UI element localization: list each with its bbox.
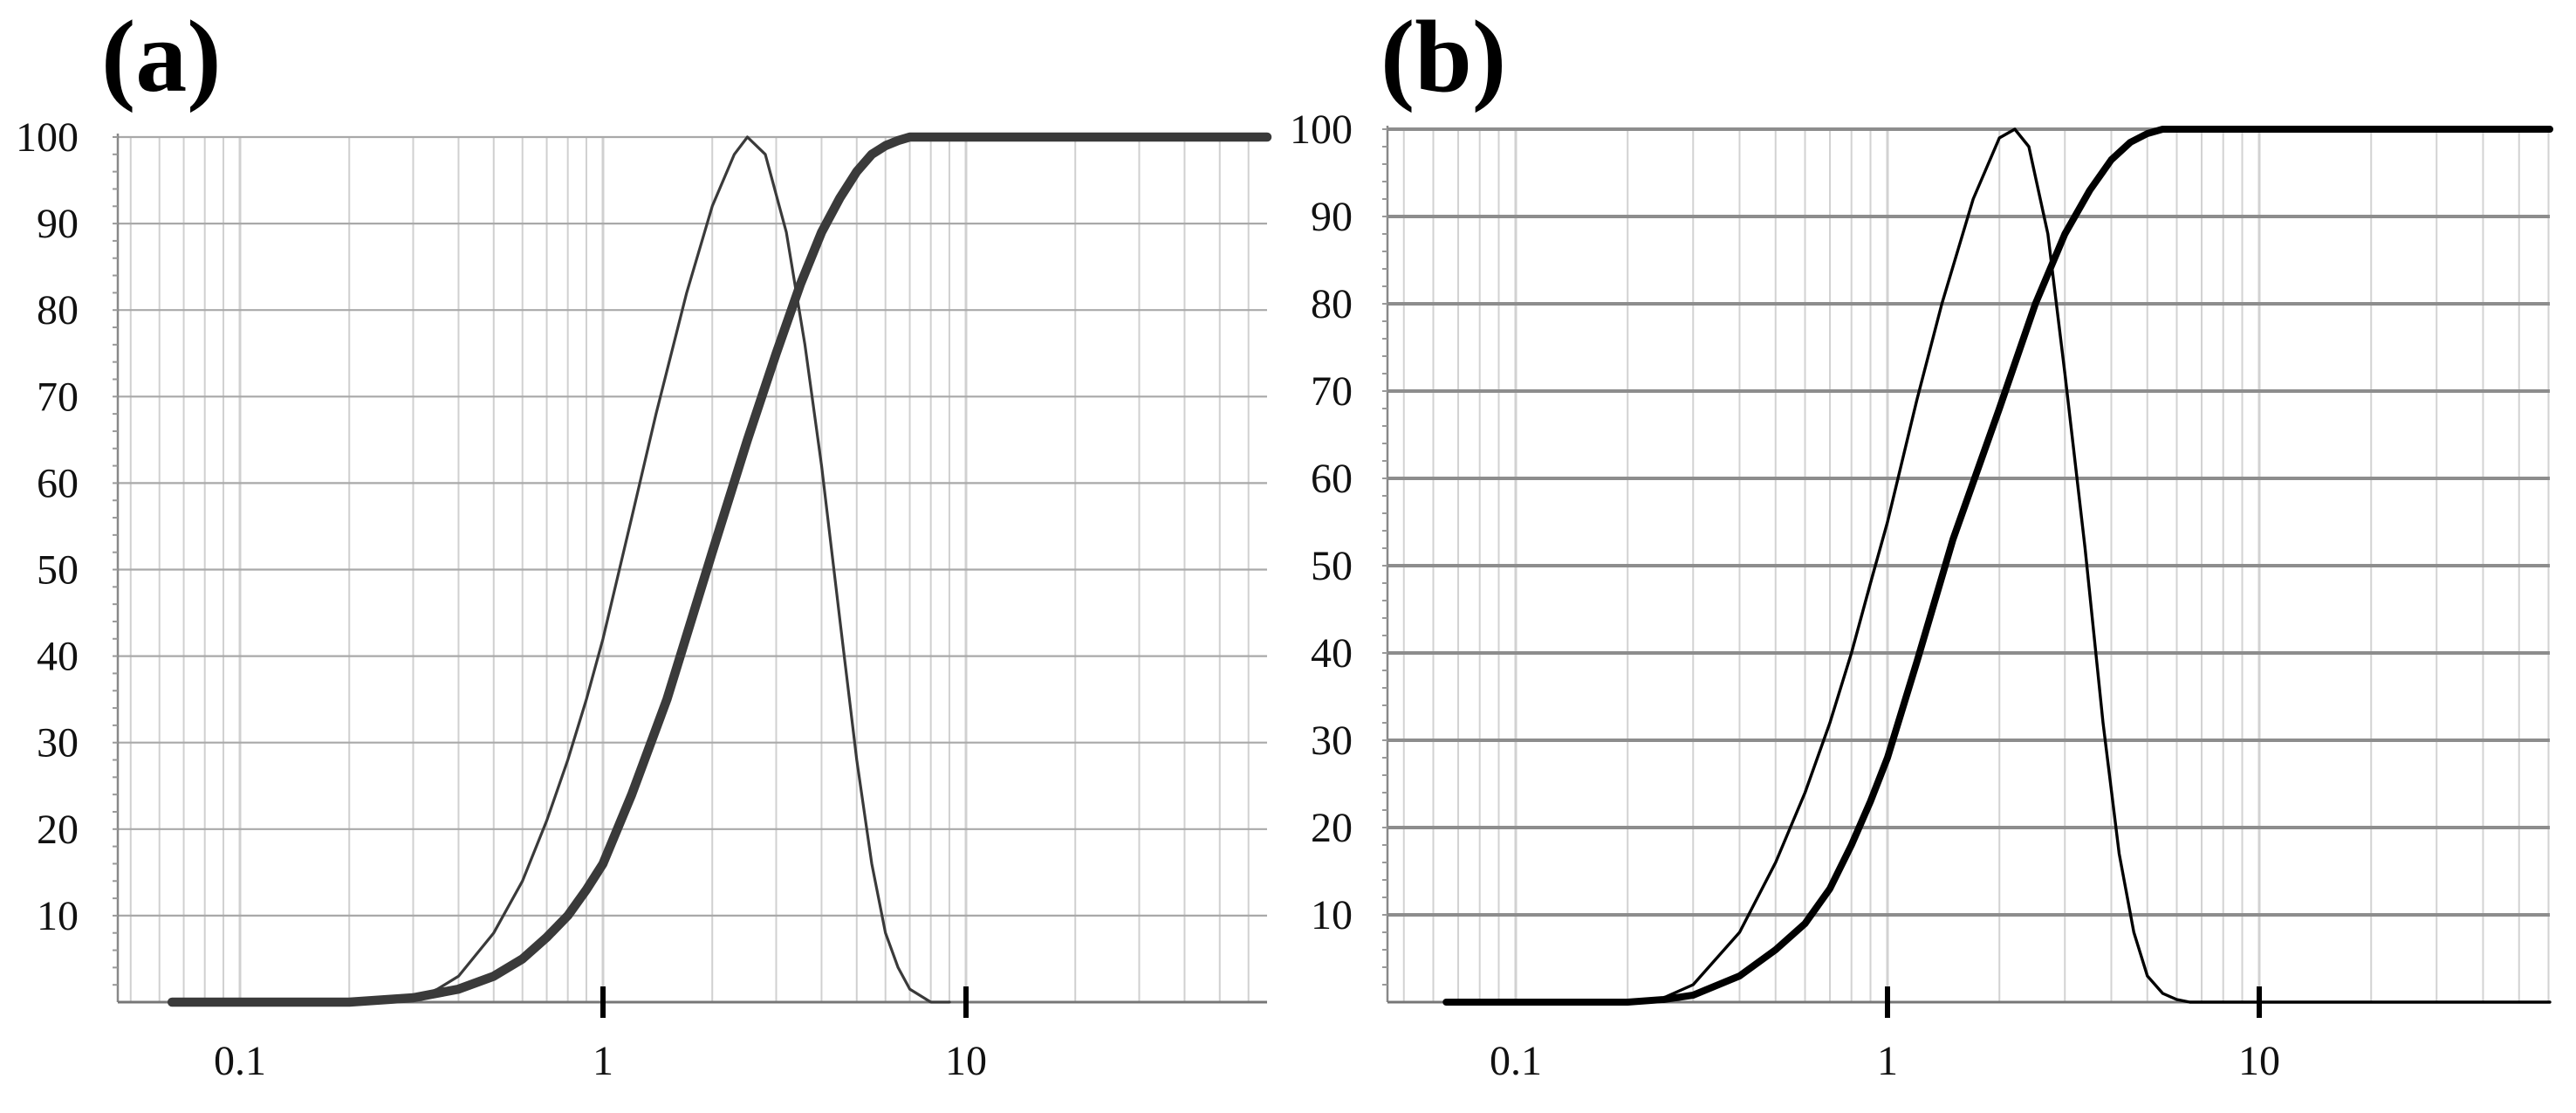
x-tick-label: 0.1: [214, 1038, 266, 1084]
y-tick-label: 60: [1311, 456, 1353, 502]
horizontal-gridlines: [118, 135, 1267, 917]
frequency-curve: [170, 135, 951, 1004]
y-tick-label: 50: [1311, 543, 1353, 589]
y-minor-ticks: [1382, 128, 1387, 986]
x-tick-label: 10: [945, 1038, 987, 1084]
cumulative-curve: [167, 132, 1272, 1007]
panel-a-label: (a): [101, 0, 222, 113]
cumulative-curve: [1442, 126, 2553, 1006]
y-tick-label: 80: [37, 287, 79, 333]
chart-a: 10 20 30 40 50 60 70 80 90 100 0.1 1 10: [16, 114, 1272, 1084]
y-tick-label: 80: [1311, 281, 1353, 327]
y-tick-label: 100: [1290, 106, 1353, 153]
y-tick-label: 90: [37, 201, 79, 247]
x-tick-label: 1: [593, 1038, 613, 1084]
x-tick-label: 10: [2238, 1038, 2280, 1084]
y-tick-label: 60: [37, 460, 79, 506]
y-tick-label: 70: [37, 374, 79, 420]
y-minor-ticks: [113, 136, 118, 986]
y-tick-label: 50: [37, 547, 79, 594]
y-tick-label: 10: [1311, 892, 1353, 938]
y-tick-label: 90: [1311, 194, 1353, 240]
y-tick-label: 30: [37, 720, 79, 766]
y-tick-label: 20: [37, 807, 79, 853]
panel-b: 10 20 30 40 50 60 70 80 90 100 0.1 1 10 (b): [1283, 0, 2576, 1113]
y-tick-label: 100: [16, 114, 79, 161]
panel-b-label: (b): [1380, 0, 1507, 113]
y-tick-label: 70: [1311, 368, 1353, 415]
chart-b: 10 20 30 40 50 60 70 80 90 100 0.1 1 10: [1290, 106, 2553, 1084]
y-tick-label: 20: [1311, 805, 1353, 851]
y-tick-label: 30: [1311, 718, 1353, 764]
y-tick-label: 40: [37, 634, 79, 680]
horizontal-gridlines: [1387, 127, 2550, 917]
y-tick-label: 40: [1311, 630, 1353, 677]
frequency-curve: [1444, 127, 2552, 1004]
panel-a: 10 20 30 40 50 60 70 80 90 100 0.1 1 10 (a): [0, 0, 1283, 1113]
x-tick-label: 1: [1877, 1038, 1898, 1084]
y-tick-label: 10: [37, 893, 79, 939]
x-tick-label: 0.1: [1490, 1038, 1542, 1084]
